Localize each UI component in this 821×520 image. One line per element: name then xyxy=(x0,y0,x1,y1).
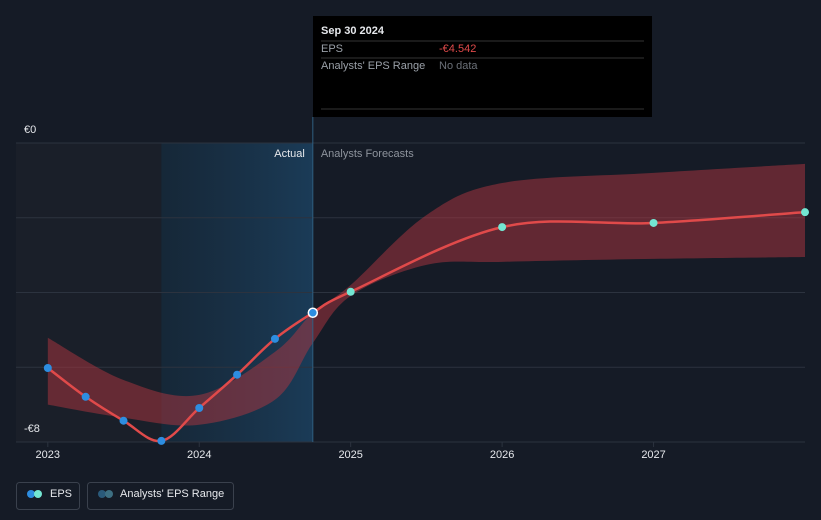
legend-label: EPS xyxy=(50,488,72,500)
eps-point xyxy=(119,416,128,425)
eps-point xyxy=(233,370,242,379)
forecast-label: Analysts Forecasts xyxy=(321,148,414,160)
x-tick-label: 2024 xyxy=(187,449,211,461)
legend: EPS Analysts' EPS Range xyxy=(16,482,234,510)
legend-swatch xyxy=(105,490,113,498)
y-tick-label: €0 xyxy=(24,124,36,136)
eps-point xyxy=(801,208,809,217)
legend-swatch xyxy=(98,490,106,498)
legend-item[interactable] xyxy=(16,482,80,510)
tooltip: Sep 30 2024 EPS -€4.542 Analysts' EPS Ra… xyxy=(313,16,652,117)
tooltip-label: Analysts' EPS Range xyxy=(321,60,425,72)
x-tick-label: 2027 xyxy=(641,449,665,461)
eps-point xyxy=(498,223,507,232)
legend-label: Analysts' EPS Range xyxy=(120,488,224,500)
tooltip-value: No data xyxy=(439,60,478,72)
eps-point xyxy=(307,307,319,319)
tooltip-box xyxy=(313,16,652,117)
eps-point xyxy=(81,392,90,401)
tooltip-date: Sep 30 2024 xyxy=(321,25,385,37)
plot: Actual Analysts Forecasts xyxy=(43,117,809,445)
legend-item[interactable] xyxy=(87,482,234,510)
eps-point xyxy=(157,436,166,445)
eps-point xyxy=(195,403,204,412)
range-band xyxy=(47,163,805,426)
x-tick-label: 2023 xyxy=(36,449,60,461)
eps-point xyxy=(649,218,658,227)
eps-point xyxy=(270,334,279,343)
tooltip-label: EPS xyxy=(321,43,343,55)
x-tick-label: 2026 xyxy=(490,449,514,461)
y-tick-label: -€8 xyxy=(24,423,40,435)
legend-swatch xyxy=(27,490,35,498)
legend-swatch xyxy=(34,490,42,498)
eps-point xyxy=(43,363,52,372)
eps-point xyxy=(346,287,355,296)
x-tick-label: 2025 xyxy=(338,449,362,461)
actual-label: Actual xyxy=(274,148,305,160)
tooltip-value: -€4.542 xyxy=(439,43,476,55)
